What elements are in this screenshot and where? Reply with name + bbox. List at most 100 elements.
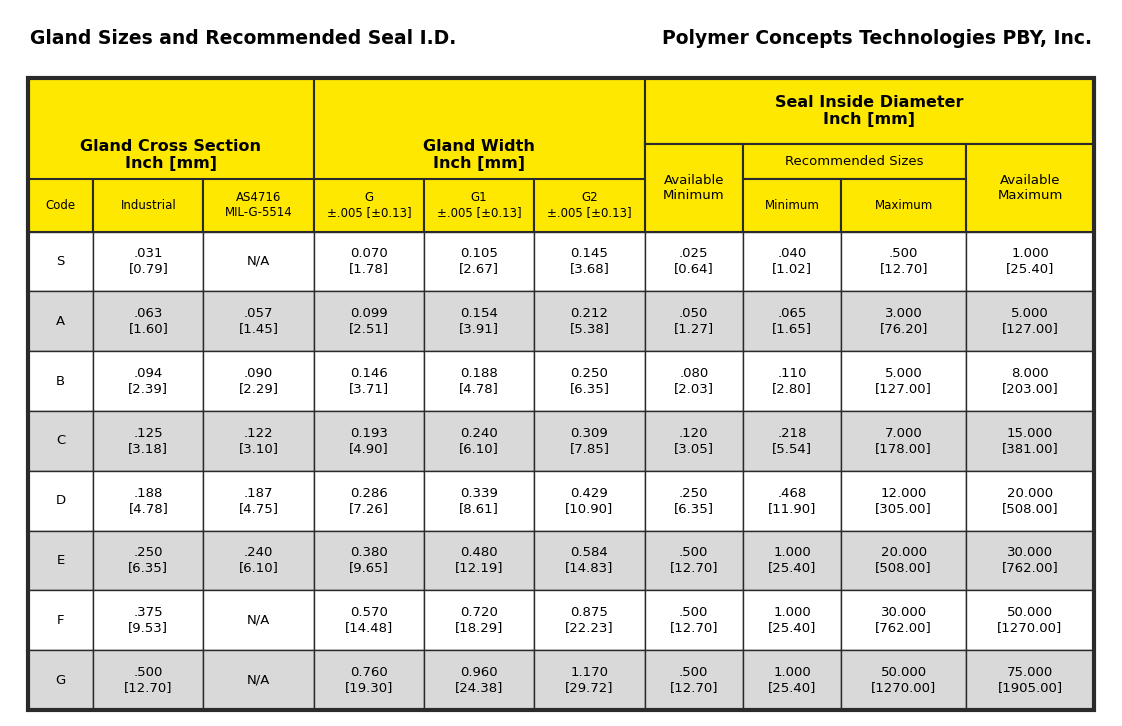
Text: S: S — [56, 255, 65, 268]
Bar — [534, 470, 645, 531]
Text: N/A: N/A — [247, 255, 270, 268]
Text: D: D — [56, 494, 66, 507]
Bar — [743, 179, 842, 232]
Text: .120
[3.05]: .120 [3.05] — [674, 427, 714, 455]
Bar — [966, 590, 1094, 650]
Bar — [743, 232, 842, 291]
Text: 0.250
[6.35]: 0.250 [6.35] — [570, 367, 609, 395]
Bar — [645, 232, 743, 291]
Text: 0.099
[2.51]: 0.099 [2.51] — [349, 307, 389, 335]
Bar — [966, 531, 1094, 590]
Bar — [842, 531, 966, 590]
Bar — [743, 470, 842, 531]
Text: 1.170
[29.72]: 1.170 [29.72] — [565, 666, 614, 694]
Text: .125
[3.18]: .125 [3.18] — [128, 427, 168, 455]
Text: .065
[1.65]: .065 [1.65] — [772, 307, 812, 335]
Bar — [645, 351, 743, 411]
Bar — [645, 411, 743, 470]
Text: Available
Minimum: Available Minimum — [663, 174, 725, 202]
Bar — [534, 291, 645, 351]
Text: 0.875
[22.23]: 0.875 [22.23] — [565, 606, 614, 635]
Text: 1.000
[25.40]: 1.000 [25.40] — [769, 666, 817, 694]
Bar — [534, 179, 645, 232]
Bar — [966, 411, 1094, 470]
Text: .500
[12.70]: .500 [12.70] — [880, 248, 928, 275]
Bar — [314, 78, 645, 232]
Bar — [842, 232, 966, 291]
Bar — [534, 590, 645, 650]
Bar — [314, 470, 424, 531]
Bar — [842, 351, 966, 411]
Text: .090
[2.29]: .090 [2.29] — [239, 367, 278, 395]
Bar — [842, 291, 966, 351]
Bar — [93, 291, 203, 351]
Text: .188
[4.78]: .188 [4.78] — [128, 486, 168, 515]
Bar — [314, 411, 424, 470]
Bar — [28, 411, 93, 470]
Text: Polymer Concepts Technologies PBY, Inc.: Polymer Concepts Technologies PBY, Inc. — [662, 28, 1092, 47]
Text: 12.000
[305.00]: 12.000 [305.00] — [875, 486, 932, 515]
Bar — [424, 232, 534, 291]
Bar — [203, 650, 314, 710]
Bar — [842, 590, 966, 650]
Bar — [314, 291, 424, 351]
Text: .187
[4.75]: .187 [4.75] — [239, 486, 278, 515]
Text: .500
[12.70]: .500 [12.70] — [670, 606, 718, 635]
Bar — [93, 232, 203, 291]
Text: .031
[0.79]: .031 [0.79] — [128, 248, 168, 275]
Text: G
±.005 [±0.13]: G ±.005 [±0.13] — [327, 192, 412, 219]
Text: 5.000
[127.00]: 5.000 [127.00] — [1002, 307, 1058, 335]
Text: 0.145
[3.68]: 0.145 [3.68] — [570, 248, 609, 275]
Bar — [424, 291, 534, 351]
Text: .500
[12.70]: .500 [12.70] — [670, 547, 718, 574]
Text: .094
[2.39]: .094 [2.39] — [128, 367, 168, 395]
Text: .240
[6.10]: .240 [6.10] — [239, 547, 278, 574]
Bar — [534, 351, 645, 411]
Bar — [743, 650, 842, 710]
Text: G: G — [55, 674, 66, 687]
Bar — [743, 411, 842, 470]
Bar — [645, 291, 743, 351]
Text: 0.193
[4.90]: 0.193 [4.90] — [349, 427, 389, 455]
Text: .250
[6.35]: .250 [6.35] — [128, 547, 168, 574]
Bar — [28, 179, 93, 232]
Bar — [966, 232, 1094, 291]
Bar — [424, 531, 534, 590]
Text: Gland Sizes and Recommended Seal I.D.: Gland Sizes and Recommended Seal I.D. — [30, 28, 457, 47]
Bar — [314, 232, 424, 291]
Text: Maximum: Maximum — [874, 199, 932, 212]
Bar — [743, 590, 842, 650]
Bar — [842, 650, 966, 710]
Bar — [842, 470, 966, 531]
Bar — [966, 351, 1094, 411]
Text: .110
[2.80]: .110 [2.80] — [772, 367, 812, 395]
Text: 75.000
[1905.00]: 75.000 [1905.00] — [997, 666, 1063, 694]
Text: 0.570
[14.48]: 0.570 [14.48] — [344, 606, 393, 635]
Bar — [314, 590, 424, 650]
Bar — [314, 650, 424, 710]
Text: 0.070
[1.78]: 0.070 [1.78] — [349, 248, 389, 275]
Bar — [424, 650, 534, 710]
Bar — [534, 531, 645, 590]
Bar — [743, 531, 842, 590]
Text: 7.000
[178.00]: 7.000 [178.00] — [875, 427, 932, 455]
Bar — [645, 531, 743, 590]
Text: 0.760
[19.30]: 0.760 [19.30] — [344, 666, 393, 694]
Bar — [28, 78, 1094, 710]
Text: Gland Width
Inch [mm]: Gland Width Inch [mm] — [423, 139, 535, 171]
Text: .468
[11.90]: .468 [11.90] — [769, 486, 817, 515]
Bar — [93, 351, 203, 411]
Bar — [645, 650, 743, 710]
Bar — [203, 531, 314, 590]
Text: .050
[1.27]: .050 [1.27] — [673, 307, 714, 335]
Bar — [424, 590, 534, 650]
Text: 0.188
[4.78]: 0.188 [4.78] — [459, 367, 499, 395]
Bar — [203, 351, 314, 411]
Text: 0.105
[2.67]: 0.105 [2.67] — [459, 248, 499, 275]
Text: .080
[2.03]: .080 [2.03] — [674, 367, 714, 395]
Bar — [28, 470, 93, 531]
Bar — [743, 291, 842, 351]
Text: .057
[1.45]: .057 [1.45] — [239, 307, 278, 335]
Text: C: C — [56, 434, 65, 447]
Bar — [424, 179, 534, 232]
